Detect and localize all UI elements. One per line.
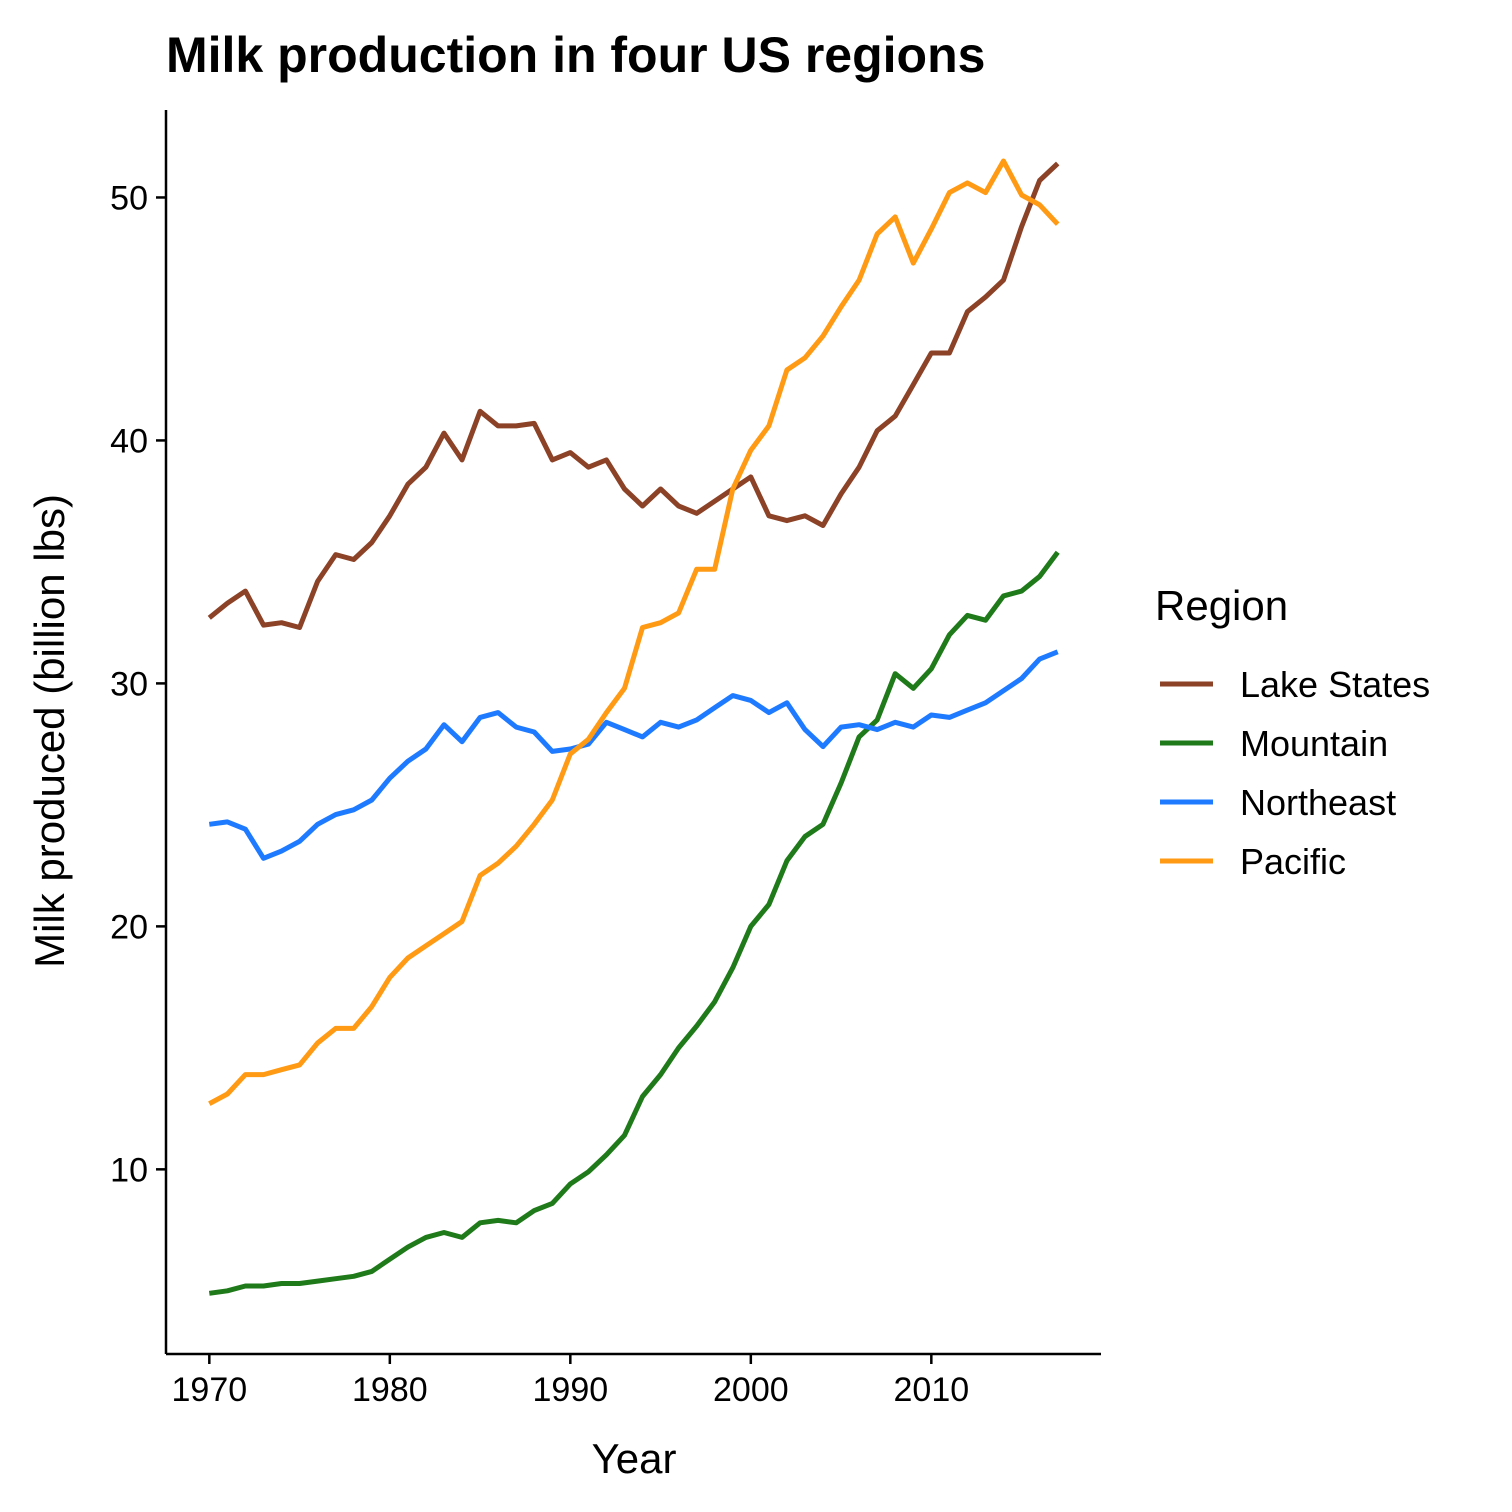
series-lines (207, 158, 1060, 1296)
legend-label-lake-states: Lake States (1240, 664, 1430, 705)
legend-title: Region (1155, 582, 1288, 629)
legend-label-mountain: Mountain (1240, 723, 1388, 764)
x-axis-title: Year (592, 1435, 677, 1482)
legend-label-pacific: Pacific (1240, 841, 1346, 882)
series-line-pacific (208, 158, 1060, 1106)
y-tick-label: 50 (110, 179, 148, 217)
series-line-lake-states (207, 161, 1060, 630)
x-tick-label: 2000 (713, 1371, 789, 1409)
y-tick-label: 40 (110, 422, 148, 460)
x-tick-label: 1970 (172, 1371, 248, 1409)
legend-label-northeast: Northeast (1240, 782, 1396, 823)
y-tick-label: 10 (110, 1151, 148, 1189)
y-tick-label: 20 (110, 908, 148, 946)
series-line-mountain (208, 550, 1060, 1296)
y-axis-title: Milk produced (billion lbs) (26, 494, 73, 968)
chart-title: Milk production in four US regions (166, 27, 985, 83)
legend-items: Lake States Mountain Northeast Pacific (1160, 664, 1430, 882)
y-tick-label: 30 (110, 665, 148, 703)
legend: Region Lake States Mountain Northeast Pacif… (1155, 582, 1430, 882)
x-tick-label: 2010 (894, 1371, 970, 1409)
y-axis-ticks: 10 20 30 40 50 (110, 179, 166, 1189)
x-tick-label: 1990 (533, 1371, 609, 1409)
x-axis-ticks: 1970 1980 1990 2000 2010 (172, 1354, 970, 1409)
x-tick-label: 1980 (352, 1371, 428, 1409)
series-line-northeast (208, 649, 1059, 861)
